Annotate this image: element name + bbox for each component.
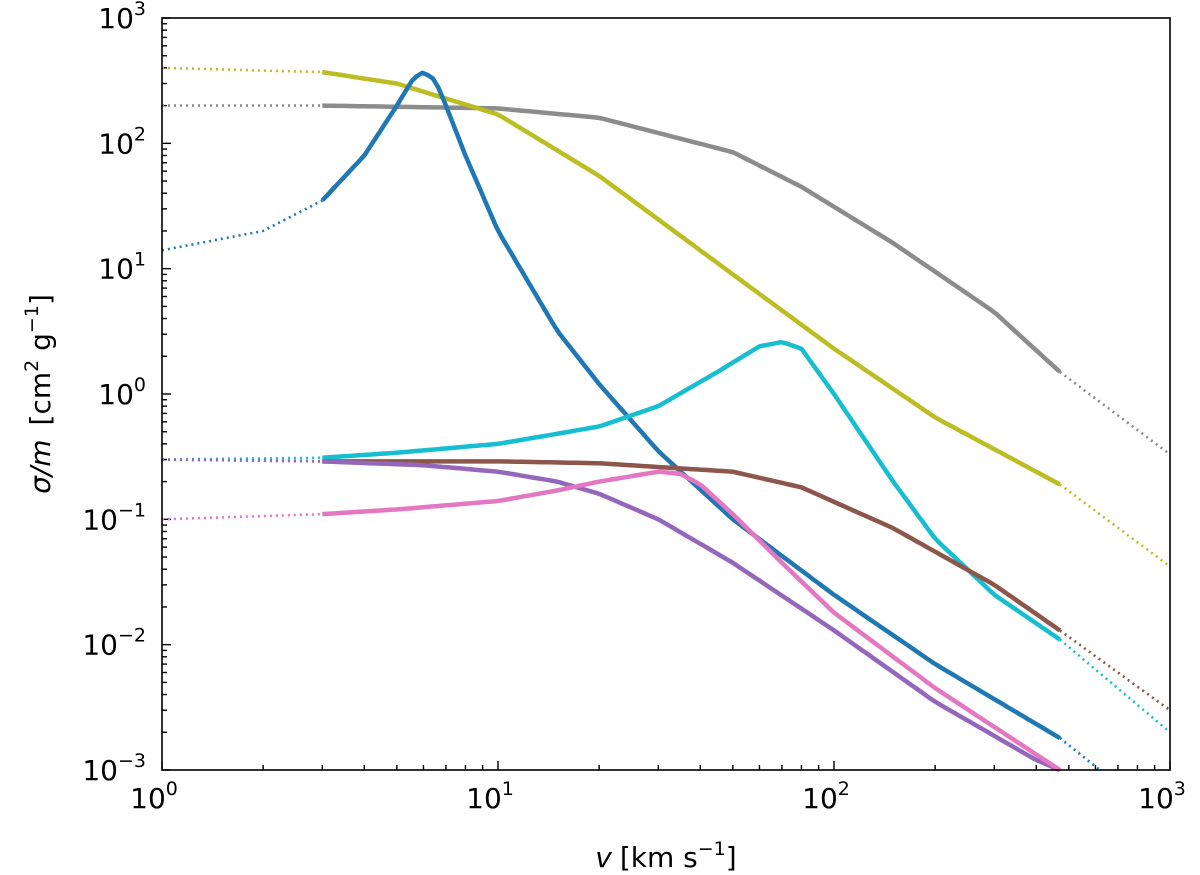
series-olive-line bbox=[321, 69, 1061, 487]
x-axis-unit-close: ] bbox=[726, 841, 737, 874]
x-axis-ticks: 100 101 102 103 bbox=[130, 761, 1186, 815]
y-tick-label: 103 bbox=[98, 0, 146, 35]
y-axis-unit: [cm bbox=[24, 372, 57, 426]
y-axis-unit-exponent-1: 2 bbox=[21, 360, 43, 372]
series-olive bbox=[161, 66, 1171, 568]
y-axis-unit-mid: g bbox=[24, 333, 57, 360]
x-tick-label: 101 bbox=[466, 778, 514, 815]
series-blue-low-extension bbox=[161, 199, 323, 252]
y-tick-label: 101 bbox=[98, 249, 146, 286]
series-layer bbox=[161, 66, 1171, 773]
plot-frame bbox=[161, 17, 1171, 771]
series-blue bbox=[161, 70, 1101, 771]
series-cyan bbox=[161, 339, 1171, 734]
series-brown-high-extension bbox=[1059, 629, 1171, 712]
x-axis-unit: [km s bbox=[620, 841, 698, 874]
y-axis-ticks: 10−3 10−2 10−1 100 101 102 103 bbox=[82, 0, 171, 787]
series-brown-line bbox=[322, 459, 1062, 633]
series-olive-high-extension bbox=[1059, 483, 1171, 568]
series-cyan-low-extension bbox=[161, 456, 323, 461]
series-gray-line bbox=[322, 103, 1062, 374]
series-blue-high-extension bbox=[1058, 736, 1101, 771]
x-tick-label: 100 bbox=[130, 778, 178, 815]
y-tick-label: 102 bbox=[98, 123, 146, 160]
series-pink-low-extension bbox=[161, 512, 323, 521]
x-tick-label: 103 bbox=[1138, 778, 1186, 815]
y-axis-label: σ/m [cm2 g−1] bbox=[21, 294, 57, 494]
y-tick-label: 10−2 bbox=[82, 625, 146, 662]
y-axis-unit-close: ] bbox=[24, 294, 57, 305]
x-tick-label: 102 bbox=[802, 778, 850, 815]
series-purple-low-extension bbox=[161, 458, 323, 463]
series-purple bbox=[161, 458, 1061, 773]
series-blue-line bbox=[320, 70, 1061, 740]
series-cyan-line bbox=[322, 339, 1062, 642]
series-brown bbox=[161, 458, 1171, 712]
x-axis-label: v [km s−1] bbox=[595, 838, 736, 874]
series-pink-line bbox=[322, 469, 1062, 772]
series-purple-line bbox=[322, 459, 1061, 773]
series-olive-low-extension bbox=[161, 66, 323, 74]
y-tick-label: 10−3 bbox=[82, 750, 146, 787]
y-axis-unit-exponent-2: −1 bbox=[21, 305, 43, 333]
y-tick-label: 10−1 bbox=[82, 499, 146, 536]
series-gray-high-extension bbox=[1059, 370, 1171, 456]
x-axis-var: v bbox=[595, 841, 612, 874]
series-cyan-high-extension bbox=[1059, 638, 1171, 734]
x-axis-unit-exponent: −1 bbox=[698, 838, 726, 860]
y-tick-label: 100 bbox=[98, 374, 146, 411]
y-axis-var: σ/m bbox=[24, 439, 57, 493]
series-pink bbox=[161, 469, 1062, 772]
